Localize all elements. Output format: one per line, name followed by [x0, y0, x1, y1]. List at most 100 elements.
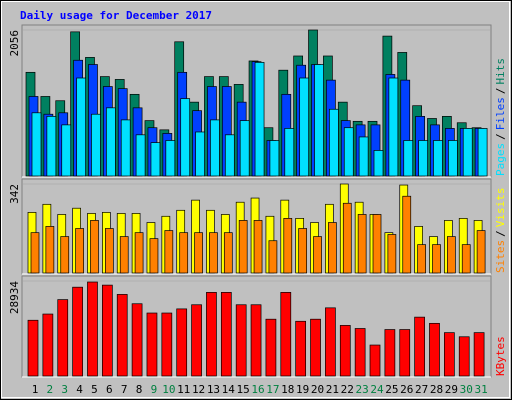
y-tick-label: 28934 — [8, 281, 21, 314]
bar — [57, 299, 69, 377]
bar — [343, 127, 354, 177]
bar — [254, 62, 265, 177]
bar — [417, 244, 426, 274]
bar — [194, 232, 203, 274]
x-tick-label: 8 — [136, 383, 143, 396]
x-tick-label: 5 — [91, 383, 98, 396]
bar — [448, 140, 458, 177]
bar — [313, 236, 322, 274]
y-tick-label: 342 — [8, 184, 21, 204]
x-tick-label: 27 — [415, 383, 428, 396]
bar — [27, 319, 39, 377]
bar — [235, 304, 247, 377]
x-tick-label: 11 — [177, 383, 190, 396]
x-tick-label: 31 — [474, 383, 487, 396]
bar — [388, 77, 399, 177]
bar — [403, 140, 414, 177]
bar — [269, 140, 280, 177]
x-tick-label: 22 — [341, 383, 354, 396]
bar — [461, 244, 471, 274]
bar — [120, 119, 131, 177]
bar — [46, 116, 57, 177]
legend-separator: / — [494, 230, 507, 237]
bar — [87, 281, 98, 377]
bar — [253, 220, 263, 274]
x-tick-label: 14 — [222, 383, 236, 396]
bar — [328, 222, 337, 274]
bar — [210, 119, 220, 177]
bar — [134, 232, 144, 274]
legend-entry: Files — [494, 97, 507, 130]
bar — [447, 236, 456, 274]
bar — [342, 202, 352, 274]
bar — [354, 328, 366, 377]
legend-entry: Visits — [494, 188, 507, 228]
bar — [473, 332, 485, 377]
bar — [149, 238, 159, 274]
bar — [268, 240, 278, 274]
legend: Pages / Files / Hits — [494, 58, 507, 176]
x-tick-label: 21 — [326, 383, 339, 396]
bar — [104, 228, 114, 274]
bar — [179, 232, 189, 274]
x-tick-label: 26 — [400, 383, 413, 396]
bar — [206, 292, 217, 377]
x-tick-label: 9 — [151, 383, 158, 396]
x-tick-label: 17 — [266, 383, 279, 396]
legend-separator: / — [494, 88, 507, 95]
x-tick-label: 2 — [47, 383, 54, 396]
bar — [369, 344, 381, 377]
bar — [357, 214, 367, 274]
bar — [295, 320, 307, 377]
x-tick-label: 29 — [445, 383, 458, 396]
bar — [329, 108, 339, 177]
bar — [299, 77, 310, 177]
x-tick-label: 19 — [296, 383, 309, 396]
x-tick-label: 28 — [430, 383, 443, 396]
bar — [105, 107, 116, 177]
bar — [42, 313, 54, 377]
legend: KBytes — [494, 336, 507, 376]
x-tick-label: 24 — [370, 383, 384, 396]
bar — [195, 131, 205, 177]
bar — [131, 303, 143, 377]
bar — [283, 218, 293, 274]
bar — [433, 140, 443, 177]
bar — [30, 232, 40, 274]
legend-separator: / — [494, 133, 507, 140]
bar — [165, 140, 176, 177]
bar — [284, 128, 295, 177]
bar — [164, 230, 174, 274]
bar — [280, 292, 292, 377]
bar — [314, 64, 324, 177]
bar — [116, 294, 128, 377]
x-tick-label: 25 — [385, 383, 398, 396]
bar — [339, 325, 351, 377]
bar — [61, 124, 72, 177]
x-tick-label: 4 — [76, 383, 83, 396]
x-tick-label: 12 — [192, 383, 205, 396]
bar — [45, 226, 55, 274]
bar — [220, 292, 232, 377]
x-tick-label: 20 — [311, 383, 324, 396]
legend-entry: Pages — [494, 143, 507, 176]
bar — [444, 332, 455, 377]
bar — [373, 150, 384, 177]
x-tick-label: 30 — [460, 383, 473, 396]
bar — [458, 336, 470, 377]
bar — [238, 220, 248, 274]
bar — [298, 228, 308, 274]
x-tick-label: 7 — [121, 383, 128, 396]
x-tick-label: 6 — [106, 383, 113, 396]
bar — [150, 142, 161, 177]
x-tick-label: 3 — [61, 383, 68, 396]
bar — [265, 318, 277, 377]
bar — [161, 312, 173, 377]
bar — [399, 329, 411, 377]
bar — [31, 112, 42, 177]
bar — [387, 234, 397, 274]
bar — [72, 286, 83, 377]
legend-entry: Sites — [494, 240, 507, 273]
